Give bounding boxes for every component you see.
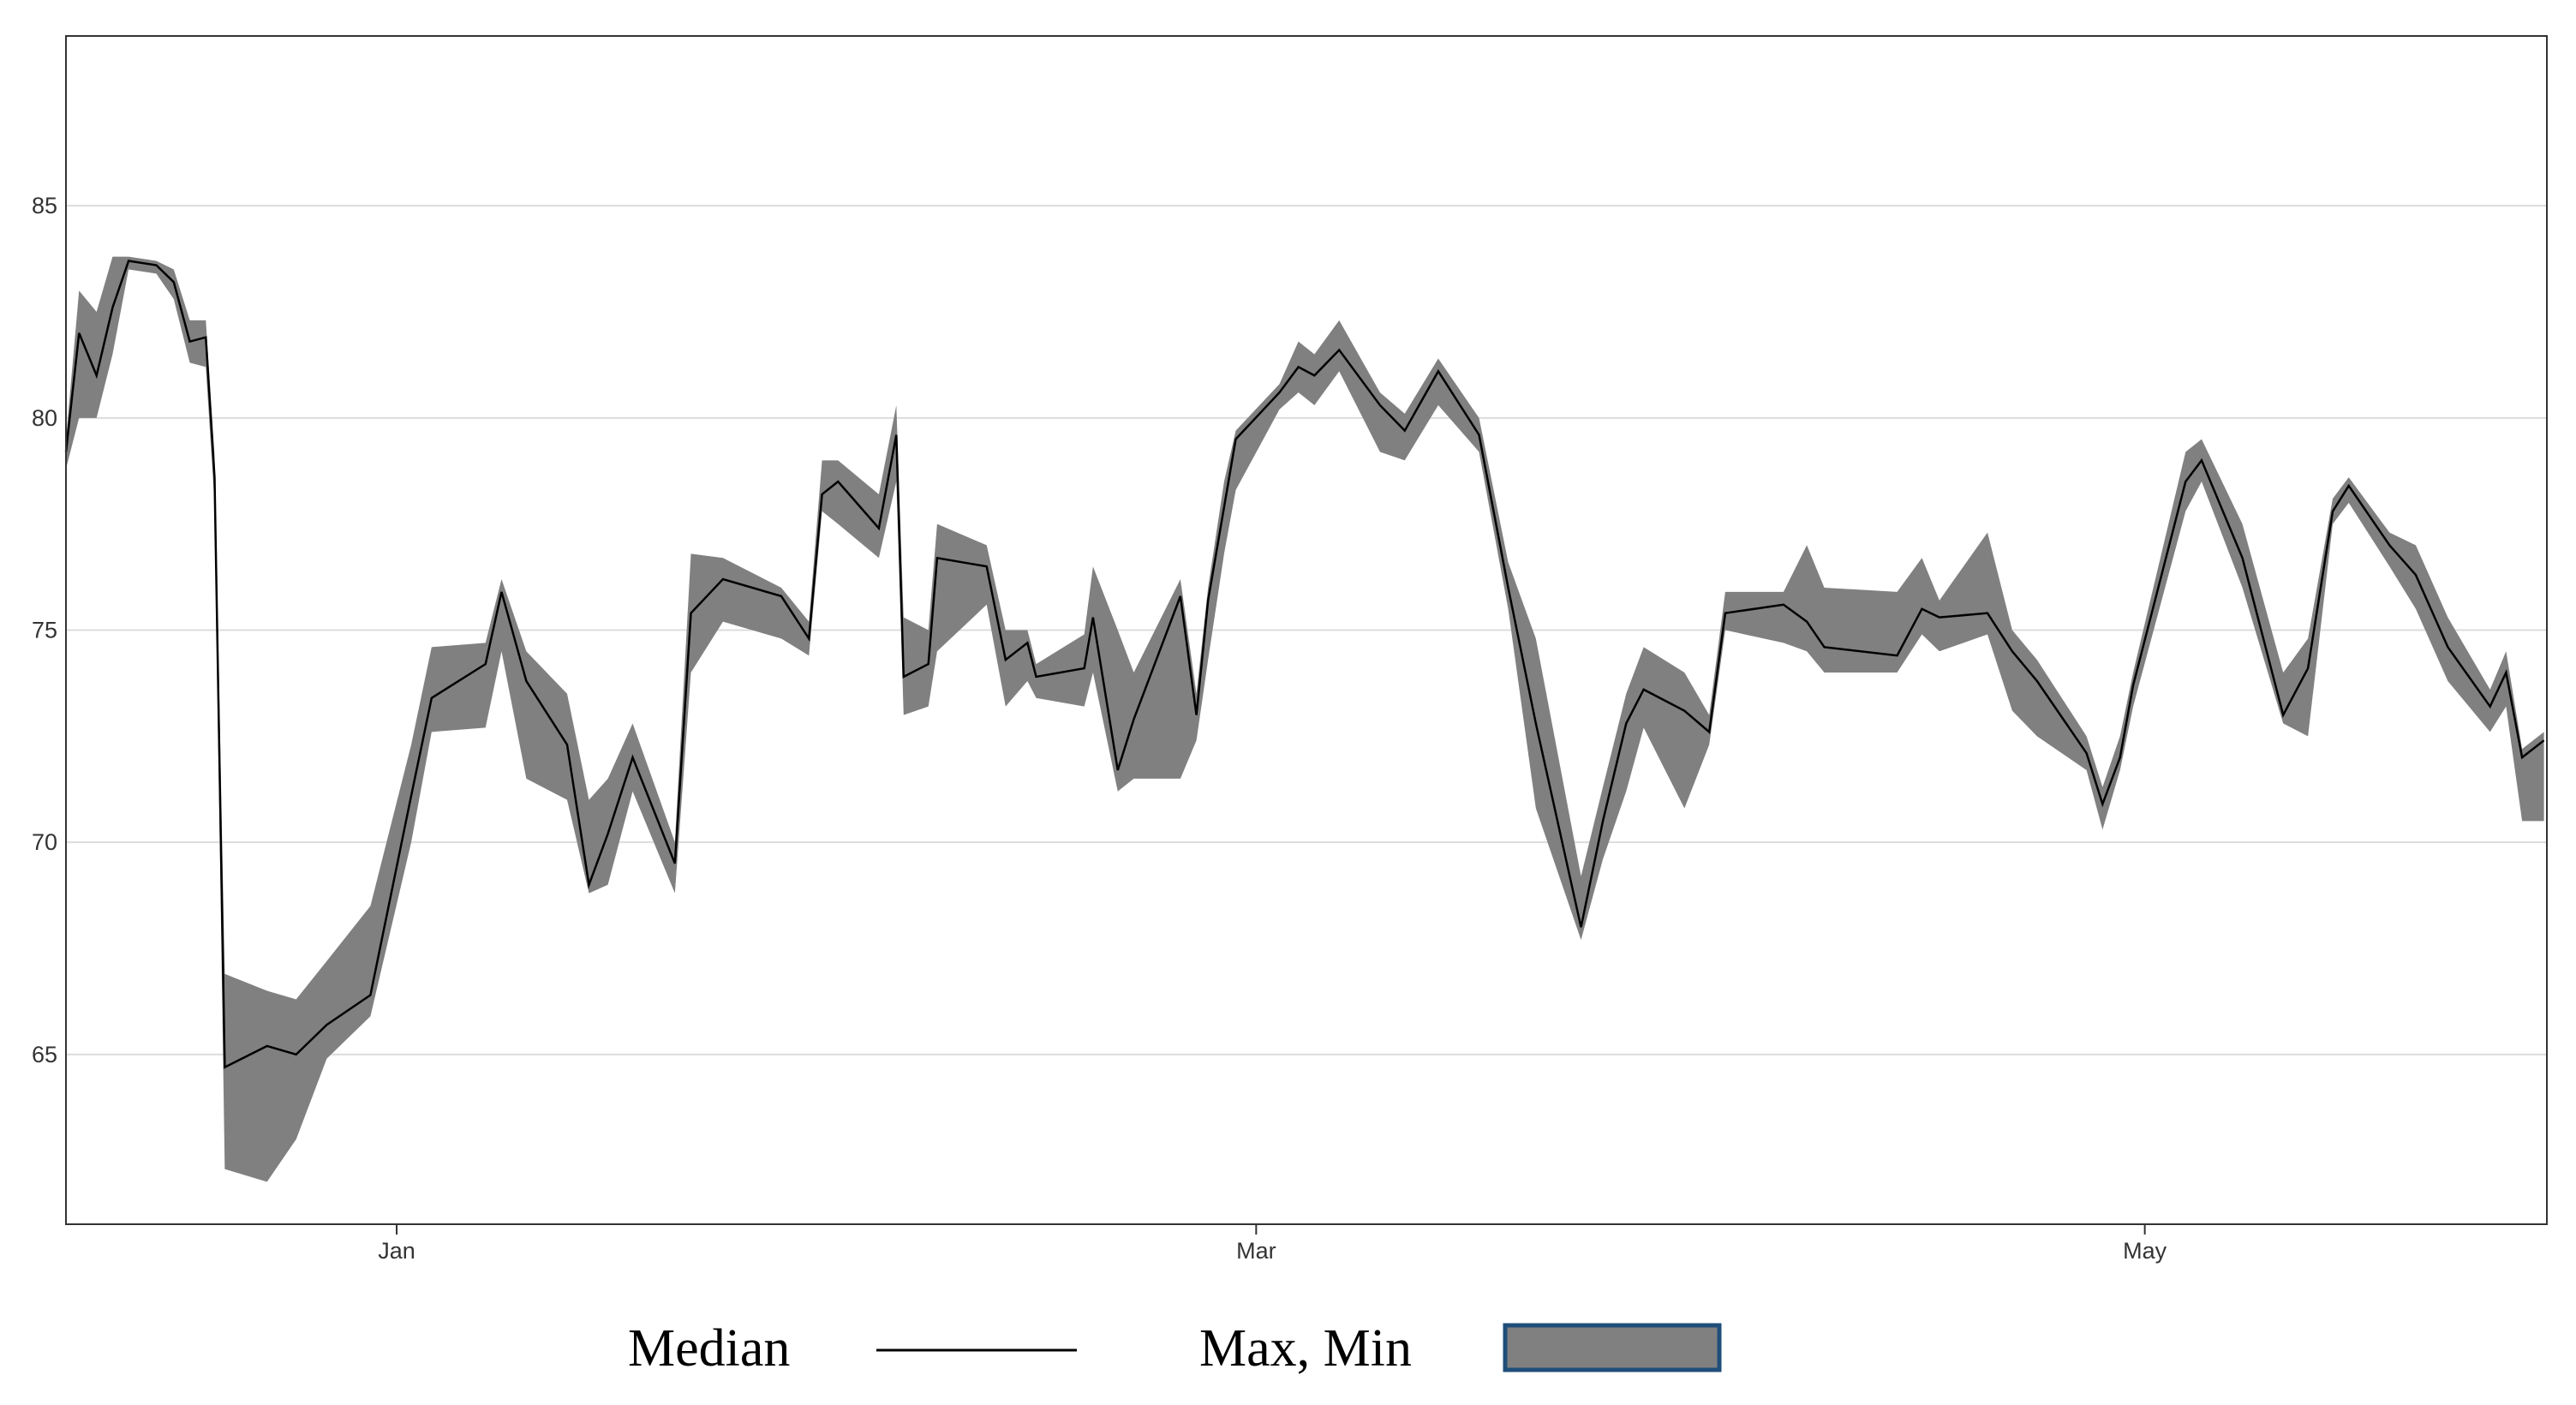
y-tick-label: 80 <box>32 405 57 431</box>
y-tick-label: 75 <box>32 618 57 643</box>
legend-label: Max, Min <box>1199 1319 1412 1378</box>
x-tick-label: Jan <box>378 1238 415 1264</box>
range-band <box>66 256 2544 1182</box>
legend-swatch <box>1503 1323 1722 1372</box>
median-line <box>64 260 2545 1069</box>
plot-frame <box>65 35 2548 1225</box>
legend-label: Median <box>628 1319 790 1378</box>
y-tick-label: 65 <box>32 1042 57 1067</box>
x-tick-label: Mar <box>1236 1238 1276 1264</box>
y-tick-label: 70 <box>32 829 57 855</box>
x-tick-label: May <box>2123 1238 2167 1264</box>
y-tick-label: 85 <box>32 193 57 218</box>
